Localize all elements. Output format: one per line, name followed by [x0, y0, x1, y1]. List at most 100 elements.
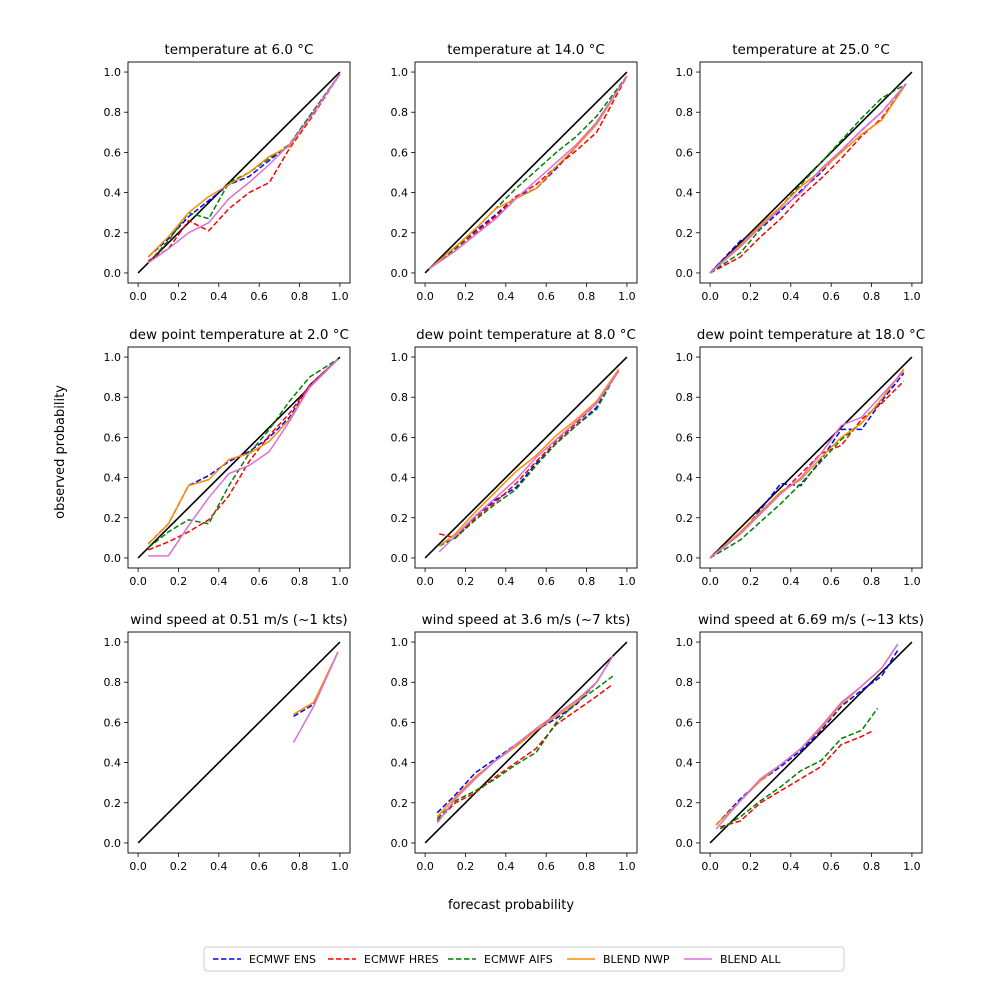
x-tick-label: 1.0: [903, 290, 921, 303]
panel-5: dew point temperature at 8.0 °C 0.0 0.2 0.4…: [391, 327, 638, 588]
panel-title: dew point temperature at 8.0 °C: [416, 327, 636, 343]
x-tick-label: 0.0: [416, 860, 434, 873]
series-line-ecmwf-hres: [428, 75, 628, 270]
series-line-ecmwf-ens: [438, 368, 620, 547]
x-tick-label: 0.2: [170, 860, 188, 873]
series-line-ecmwf-aifs: [719, 707, 879, 830]
x-tick-label: 0.4: [497, 290, 515, 303]
x-tick-label: 0.2: [742, 860, 760, 873]
x-tick-label: 0.8: [863, 575, 881, 588]
x-tick-label: 0.0: [701, 860, 719, 873]
x-tick-label: 0.8: [291, 575, 309, 588]
perfect-reliability-line: [137, 71, 341, 274]
panel-frame: [699, 61, 923, 284]
y-tick-label: 0.2: [391, 512, 409, 525]
plot-area: [424, 641, 628, 844]
series-line-ecmwf-hres: [436, 683, 614, 822]
series-line-ecmwf-ens: [709, 372, 905, 559]
x-tick-label: 0.4: [782, 575, 800, 588]
y-tick-label: 0.0: [676, 552, 694, 565]
series-line-blend-nwp: [709, 83, 907, 274]
panel-frame: [127, 346, 351, 569]
x-tick-label: 0.6: [537, 575, 555, 588]
x-tick-label: 0.6: [822, 860, 840, 873]
panel-3: temperature at 25.0 °C 0.0 0.2 0.4 0.6 0.8 1.0…: [676, 42, 923, 303]
panel-frame: [127, 631, 351, 854]
y-tick-label: 1.0: [104, 636, 122, 649]
x-tick-label: 0.2: [170, 575, 188, 588]
y-tick-label: 0.4: [676, 187, 694, 200]
series-line-blend-all: [147, 73, 341, 264]
series-line-blend-nwp: [428, 75, 628, 270]
panel-title: temperature at 25.0 °C: [732, 42, 890, 58]
y-tick-label: 0.2: [676, 227, 694, 240]
y-tick-label: 0.4: [104, 757, 122, 770]
x-tick-label: 0.6: [250, 575, 268, 588]
x-tick-label: 0.2: [170, 290, 188, 303]
panel-frame: [414, 631, 638, 854]
y-tick-label: 0.2: [391, 797, 409, 810]
y-tick-label: 0.0: [104, 837, 122, 850]
y-tick-label: 0.6: [676, 716, 694, 729]
x-tick-label: 0.8: [291, 860, 309, 873]
series-line-blend-all: [148, 358, 339, 557]
series-line-blend-all: [709, 83, 907, 274]
plot-area: [709, 356, 913, 559]
x-tick-label: 0.6: [822, 290, 840, 303]
panel-frame: [414, 346, 638, 569]
y-tick-label: 0.0: [104, 552, 122, 565]
perfect-reliability-line: [137, 641, 341, 844]
panel-frame: [699, 346, 923, 569]
x-tick-label: 0.0: [416, 575, 434, 588]
panel-title: wind speed at 0.51 m/s (~1 kts): [130, 612, 347, 628]
series-line-blend-nwp: [293, 651, 339, 716]
y-tick-label: 1.0: [104, 351, 122, 364]
y-tick-label: 0.0: [676, 837, 694, 850]
y-tick-label: 0.0: [391, 267, 409, 280]
perfect-reliability-line: [424, 641, 628, 844]
y-tick-label: 0.6: [104, 146, 122, 159]
plot-area: [709, 641, 913, 844]
y-tick-label: 1.0: [391, 636, 409, 649]
panel-frame: [699, 631, 923, 854]
y-tick-label: 0.4: [391, 472, 409, 485]
plot-area: [137, 356, 341, 559]
series-line-blend-all: [428, 75, 628, 270]
y-tick-label: 1.0: [676, 636, 694, 649]
x-tick-label: 0.2: [742, 575, 760, 588]
perfect-reliability-line: [709, 641, 913, 844]
y-tick-label: 0.2: [104, 512, 122, 525]
legend-label-ecmwf-hres: ECMWF HRES: [364, 953, 439, 966]
x-tick-label: 0.4: [210, 860, 228, 873]
panel-title: wind speed at 3.6 m/s (~7 kts): [422, 612, 631, 628]
x-tick-label: 0.4: [497, 860, 515, 873]
x-tick-label: 0.4: [210, 290, 228, 303]
y-tick-label: 0.4: [391, 757, 409, 770]
y-tick-label: 0.0: [676, 267, 694, 280]
x-tick-label: 0.8: [291, 290, 309, 303]
series-line-blend-nwp: [438, 368, 620, 547]
x-tick-label: 0.0: [129, 290, 147, 303]
series-line-blend-all: [436, 655, 614, 824]
y-tick-label: 0.8: [676, 676, 694, 689]
perfect-reliability-line: [424, 71, 628, 274]
perfect-reliability-line: [424, 356, 628, 559]
panel-frame: [414, 61, 638, 284]
series-line-ecmwf-aifs: [709, 83, 907, 274]
figure-ylabel: observed probability: [53, 385, 68, 519]
x-tick-label: 0.8: [578, 575, 596, 588]
y-tick-label: 0.2: [391, 227, 409, 240]
y-tick-label: 1.0: [391, 66, 409, 79]
x-tick-label: 0.2: [457, 575, 475, 588]
y-tick-label: 0.2: [676, 797, 694, 810]
y-tick-label: 0.4: [391, 187, 409, 200]
x-tick-label: 1.0: [903, 575, 921, 588]
y-tick-label: 0.8: [104, 676, 122, 689]
panel-frame: [127, 61, 351, 284]
y-tick-label: 0.6: [391, 716, 409, 729]
series-line-blend-nwp: [709, 368, 905, 559]
series-line-ecmwf-hres: [147, 358, 339, 551]
x-tick-label: 0.6: [250, 290, 268, 303]
x-tick-label: 0.6: [822, 575, 840, 588]
